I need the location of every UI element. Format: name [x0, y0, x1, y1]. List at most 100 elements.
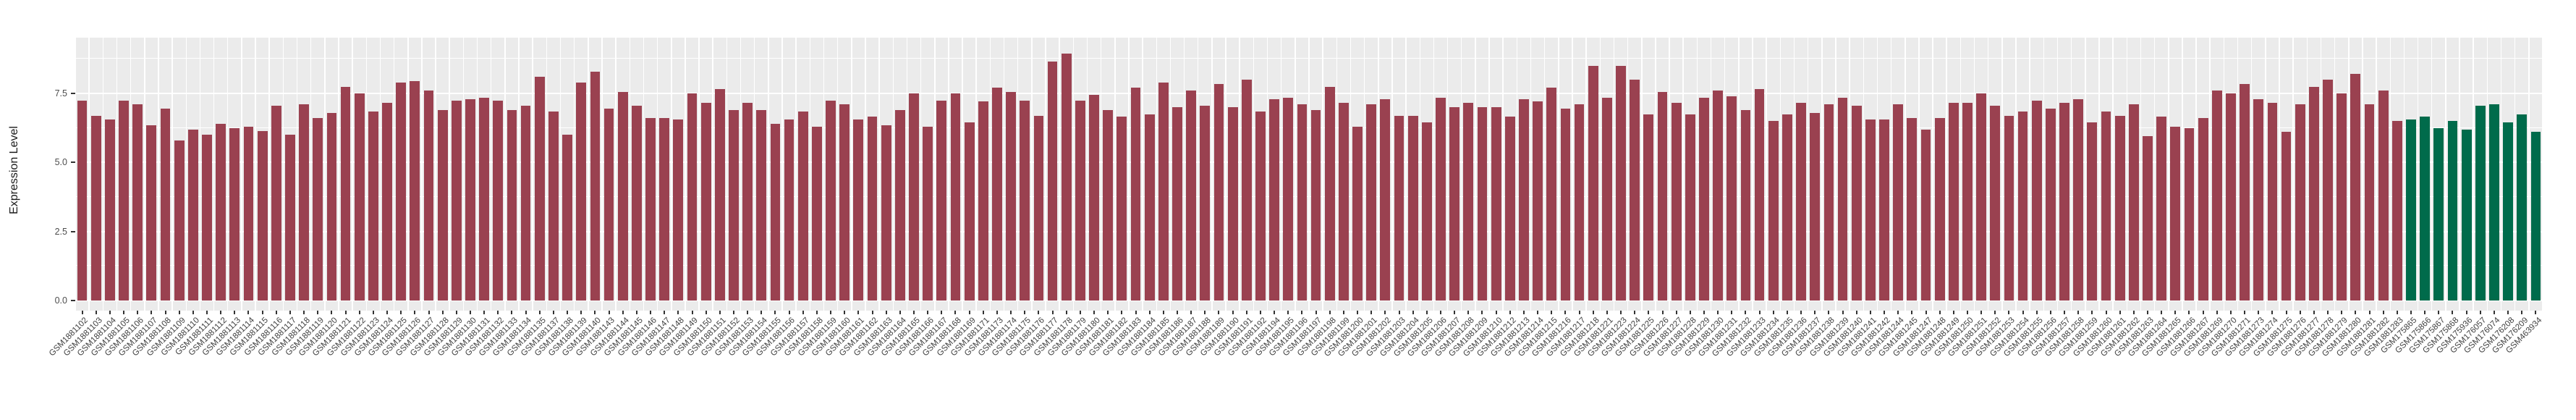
x-tick	[705, 311, 707, 314]
bar	[104, 119, 115, 301]
bar	[729, 109, 739, 301]
x-tick	[1939, 311, 1941, 314]
x-tick	[2465, 311, 2467, 314]
vertical-gridline	[712, 38, 713, 311]
vertical-gridline	[1987, 38, 1989, 311]
vertical-gridline	[1543, 38, 1546, 311]
vertical-gridline	[393, 38, 395, 311]
bar	[867, 117, 878, 301]
x-tick	[372, 311, 374, 314]
x-tick	[1024, 311, 1026, 314]
x-tick	[1648, 311, 1650, 314]
y-tick-label: 2.5	[54, 226, 67, 237]
x-tick	[857, 311, 860, 314]
vertical-gridline	[435, 38, 436, 311]
x-tick	[441, 311, 444, 314]
vertical-gridline	[2542, 38, 2543, 311]
bar	[1588, 65, 1598, 301]
bar	[1962, 103, 1973, 301]
x-tick	[954, 311, 957, 314]
minor-gridline	[75, 265, 2543, 266]
x-tick	[899, 311, 901, 314]
vertical-gridline	[1572, 38, 1573, 311]
vertical-gridline	[2431, 38, 2433, 311]
vertical-gridline	[1669, 38, 1670, 311]
bar	[1269, 98, 1279, 301]
bar	[687, 93, 698, 301]
vertical-gridline	[615, 38, 617, 311]
x-tick	[1425, 311, 1428, 314]
x-tick	[234, 311, 236, 314]
bar	[2447, 121, 2458, 301]
x-tick	[747, 311, 749, 314]
vertical-gridline	[656, 38, 658, 311]
x-tick	[1994, 311, 1996, 314]
vertical-gridline	[588, 38, 589, 311]
x-tick	[1148, 311, 1151, 314]
bar	[784, 119, 795, 301]
x-tick	[2438, 311, 2440, 314]
bar	[1685, 114, 1695, 301]
vertical-gridline	[906, 38, 908, 311]
x-tick	[941, 311, 943, 314]
x-tick	[1370, 311, 1373, 314]
vertical-gridline	[1433, 38, 1435, 311]
bar	[1407, 115, 1418, 301]
bar	[992, 88, 1002, 301]
bar	[2309, 86, 2319, 301]
bar	[1601, 97, 1612, 301]
vertical-gridline	[144, 38, 145, 311]
bar	[216, 123, 226, 301]
x-tick	[358, 311, 360, 314]
vertical-gridline	[2334, 38, 2336, 311]
bar	[700, 103, 711, 301]
bar	[2017, 111, 2028, 301]
x-tick	[81, 311, 83, 314]
x-tick	[2507, 311, 2509, 314]
x-tick	[1564, 311, 1567, 314]
x-tick	[608, 311, 610, 314]
vertical-gridline	[2056, 38, 2059, 311]
x-tick	[2008, 311, 2010, 314]
vertical-gridline	[407, 38, 409, 311]
vertical-gridline	[2473, 38, 2474, 311]
bar	[2364, 104, 2375, 301]
vertical-gridline	[379, 38, 381, 311]
vertical-gridline	[1696, 38, 1698, 311]
bar	[1324, 86, 1335, 301]
vertical-gridline	[1086, 38, 1088, 311]
vertical-gridline	[116, 38, 118, 311]
vertical-gridline	[1280, 38, 1282, 311]
vertical-gridline	[1142, 38, 1143, 311]
bar	[936, 100, 947, 301]
bar	[1491, 107, 1501, 301]
vertical-gridline	[1627, 38, 1629, 311]
x-tick	[567, 311, 569, 314]
vertical-gridline	[2320, 38, 2322, 311]
bar	[2475, 106, 2486, 301]
vertical-gridline	[1710, 38, 1712, 311]
vertical-gridline	[1363, 38, 1365, 311]
x-tick	[982, 311, 984, 314]
bar	[826, 100, 836, 301]
bar	[2087, 122, 2098, 301]
bar	[978, 101, 988, 301]
bar	[1865, 119, 1876, 301]
bar	[562, 135, 572, 301]
vertical-gridline	[2195, 38, 2197, 311]
bar	[160, 109, 171, 301]
bar	[1061, 53, 1072, 301]
bar	[1504, 117, 1515, 301]
bar	[894, 109, 905, 301]
bar	[1089, 94, 1099, 301]
vertical-gridline	[310, 38, 312, 311]
x-tick	[844, 311, 846, 314]
x-tick	[788, 311, 790, 314]
bar	[2489, 104, 2499, 301]
vertical-gridline	[102, 38, 104, 311]
vertical-gridline	[1446, 38, 1449, 311]
x-tick	[109, 311, 111, 314]
x-tick	[2410, 311, 2412, 314]
vertical-gridline	[532, 38, 533, 311]
